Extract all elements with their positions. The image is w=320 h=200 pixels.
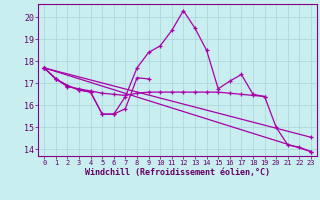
X-axis label: Windchill (Refroidissement éolien,°C): Windchill (Refroidissement éolien,°C) (85, 168, 270, 177)
